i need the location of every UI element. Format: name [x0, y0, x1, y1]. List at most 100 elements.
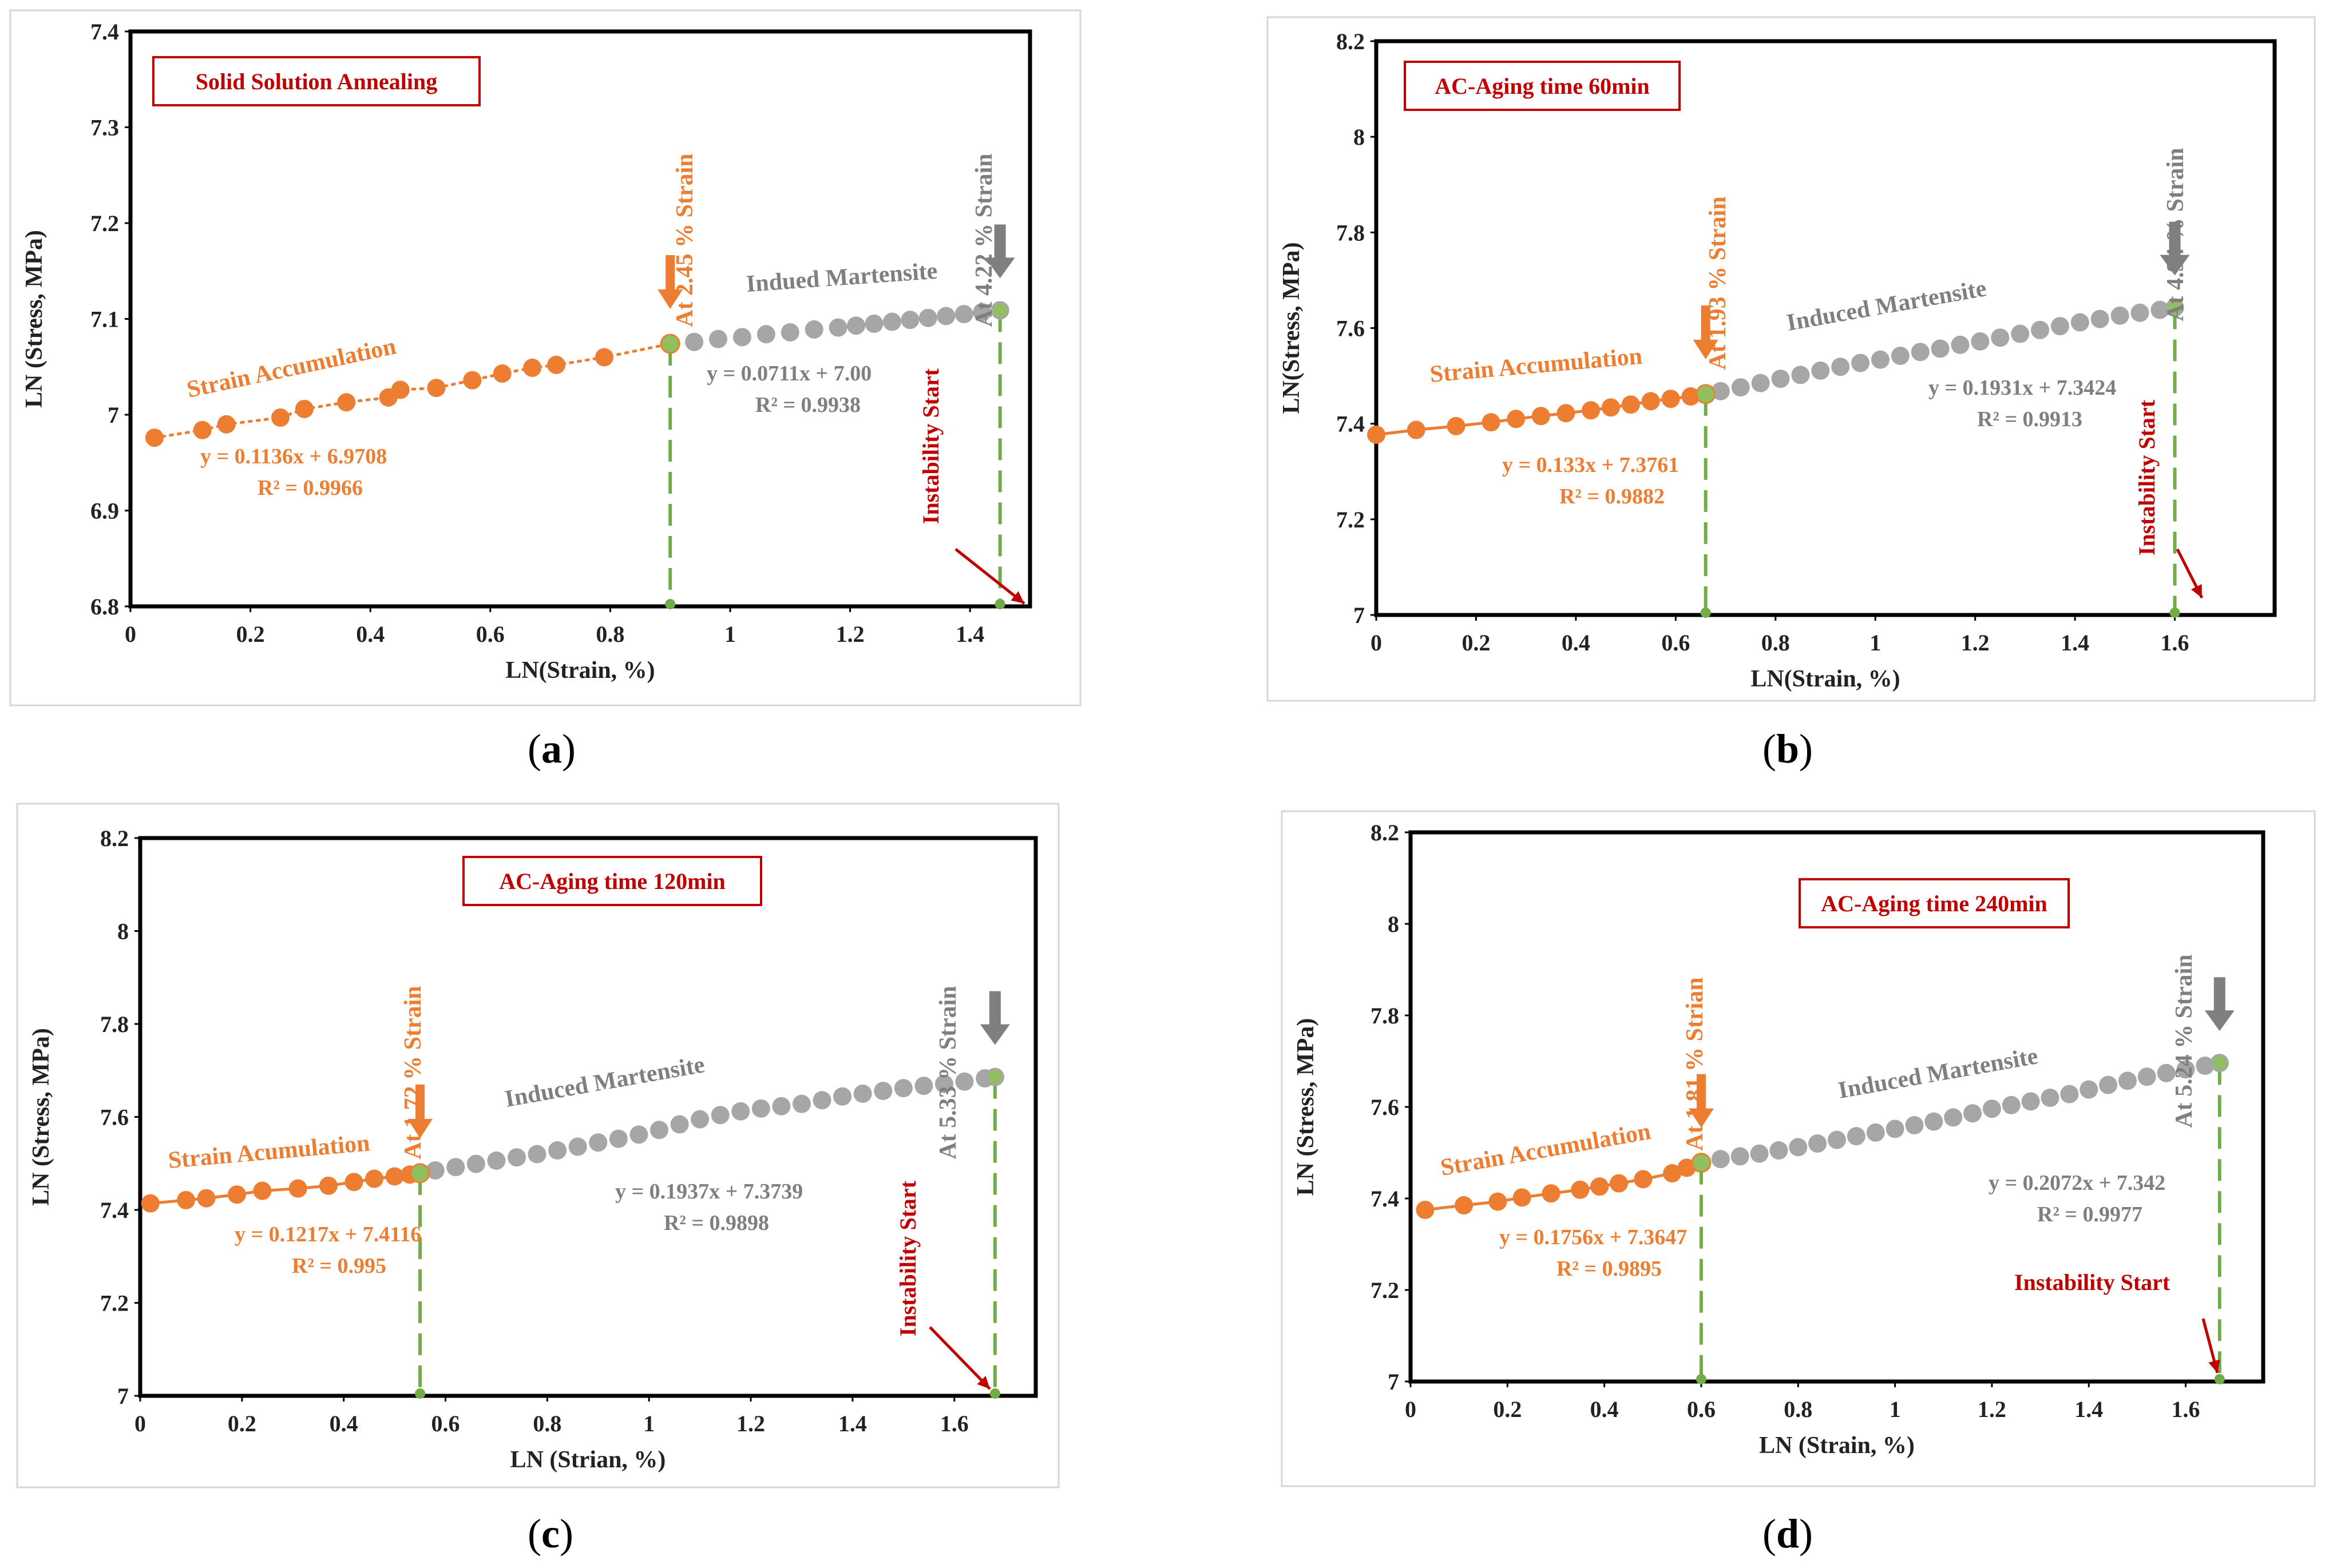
data-point-strain-accumulation: [337, 393, 356, 412]
caption-letter: a: [541, 726, 562, 772]
y-tick-label: 8.2: [1336, 29, 1365, 54]
fit-equation-martensite: y = 0.2072x + 7.342: [1989, 1171, 2165, 1195]
x-tick-label: 0.8: [596, 621, 624, 647]
chart-a: 6.8 6.9 7 7.1 7.2 7.3 7.4 0 0.2 0.4 0.6 0.8 1 1.2 1.4 L…: [9, 9, 1082, 706]
data-point-martensite: [2002, 1095, 2021, 1114]
data-point-martensite: [792, 1094, 811, 1113]
data-point-martensite: [1828, 1130, 1846, 1149]
data-point-strain-accumulation: [1663, 1164, 1682, 1182]
data-point-martensite: [1730, 1147, 1749, 1166]
data-point-strain-accumulation: [547, 355, 566, 374]
data-point-strain-accumulation: [344, 1173, 363, 1192]
data-point-martensite: [772, 1097, 791, 1116]
caption-b: (b): [1762, 726, 1813, 772]
fit-r2-martensite: R² = 0.9898: [664, 1211, 769, 1235]
data-point-martensite: [2110, 306, 2129, 325]
chart-title: AC-Aging time 60min: [1435, 73, 1650, 99]
y-tick-label: 8: [117, 919, 129, 944]
data-point-martensite: [1951, 335, 1970, 354]
instability-arrow-line: [929, 1326, 991, 1390]
data-point-strain-accumulation: [410, 1163, 430, 1184]
data-point-martensite: [1769, 1141, 1788, 1160]
x-tick-label: 1: [1890, 1396, 1901, 1422]
data-point-martensite: [1750, 1144, 1769, 1163]
fit-equation-strain: y = 0.1756x + 7.3647: [1499, 1225, 1687, 1249]
fit-equation-martensite: y = 0.0711x + 7.00: [707, 362, 872, 386]
data-point-martensite: [2011, 324, 2030, 343]
y-tick-label: 7.3: [90, 115, 119, 141]
data-point-martensite: [805, 320, 823, 339]
data-point-strain-accumulation: [1447, 416, 1465, 435]
data-point-martensite: [629, 1125, 648, 1144]
data-point-martensite: [955, 1072, 974, 1091]
caption-letter: d: [1776, 1511, 1800, 1557]
instability-arrow-icon: [977, 1376, 990, 1389]
end-point-highlight: [985, 1067, 1004, 1086]
x-tick-label: 0.4: [1590, 1396, 1619, 1422]
data-point-strain-accumulation: [141, 1194, 160, 1213]
x-tick-label: 0: [1405, 1396, 1416, 1422]
end-strain-label: At 4.22 % Strain: [971, 153, 997, 327]
data-point-martensite: [2157, 1063, 2176, 1082]
x-tick-label: 1: [643, 1411, 655, 1436]
data-point-strain-accumulation: [1641, 392, 1660, 411]
y-axis-label: LN (Stress, MPa): [1293, 1018, 1319, 1196]
fit-r2-martensite: R² = 0.9977: [2037, 1202, 2142, 1226]
x-tick-label: 0: [125, 621, 136, 647]
data-point-martensite: [751, 1099, 770, 1118]
x-axis-label: LN(Strain, %): [505, 657, 655, 684]
data-point-martensite: [1991, 328, 2010, 347]
data-point-strain-accumulation: [1590, 1177, 1609, 1196]
data-point-martensite: [709, 330, 728, 348]
data-point-strain-accumulation: [1455, 1196, 1474, 1214]
data-point-martensite: [1931, 339, 1950, 358]
end-arrow-icon: [980, 991, 1010, 1045]
transition-strain-label: At 1.72 % Strain: [400, 986, 426, 1159]
data-point-strain-accumulation: [1582, 401, 1601, 420]
caption-d: (d): [1762, 1511, 1813, 1557]
data-point-martensite: [1791, 366, 1810, 384]
chart-title-box: [1404, 61, 1681, 111]
data-point-martensite: [1886, 1120, 1904, 1138]
data-point-martensite: [1911, 343, 1930, 362]
data-point-strain-accumulation: [391, 380, 410, 399]
data-point-martensite: [1924, 1112, 1943, 1131]
x-axis-label: LN (Strain, %): [1759, 1432, 1915, 1459]
data-point-martensite: [2137, 1067, 2156, 1086]
end-strain-label: At 5.33 % Strain: [935, 986, 961, 1159]
chart-title-box: [1799, 878, 2070, 928]
data-point-martensite: [2050, 317, 2069, 336]
data-point-martensite: [466, 1154, 485, 1173]
y-tick-label: 7.6: [100, 1105, 129, 1130]
data-point-strain-accumulation: [145, 428, 164, 447]
data-point-martensite: [568, 1137, 587, 1156]
data-point-martensite: [781, 323, 799, 342]
data-point-martensite: [2099, 1075, 2118, 1094]
x-tick-label: 0.2: [1493, 1396, 1522, 1422]
data-point-martensite: [973, 303, 992, 321]
data-point-strain-accumulation: [1556, 404, 1575, 423]
data-point-martensite: [894, 1079, 913, 1098]
x-tick-label: 0.4: [1562, 630, 1590, 656]
data-point-martensite: [2196, 1057, 2215, 1075]
data-point-martensite: [937, 307, 956, 325]
data-point-martensite: [487, 1151, 506, 1170]
y-tick-label: 8.2: [1371, 820, 1399, 845]
data-point-strain-accumulation: [227, 1185, 246, 1204]
data-point-martensite: [446, 1158, 465, 1177]
data-point-martensite: [1711, 382, 1730, 400]
data-point-martensite: [711, 1106, 730, 1125]
data-point-strain-accumulation: [319, 1176, 338, 1195]
instability-start-label: Instability Start: [2134, 399, 2160, 555]
data-point-strain-accumulation: [365, 1169, 384, 1188]
data-point-martensite: [756, 325, 775, 344]
data-point-martensite: [508, 1148, 526, 1167]
fit-equation-strain: y = 0.1217x + 7.4116: [235, 1222, 421, 1247]
data-point-strain-accumulation: [288, 1179, 307, 1198]
y-tick-label: 7.1: [90, 307, 119, 332]
data-point-martensite: [528, 1145, 546, 1164]
fit-r2-strain: R² = 0.995: [292, 1254, 386, 1278]
data-point-strain-accumulation: [1531, 407, 1550, 426]
end-point-highlight: [2210, 1054, 2229, 1073]
data-point-martensite: [2041, 1089, 2059, 1107]
